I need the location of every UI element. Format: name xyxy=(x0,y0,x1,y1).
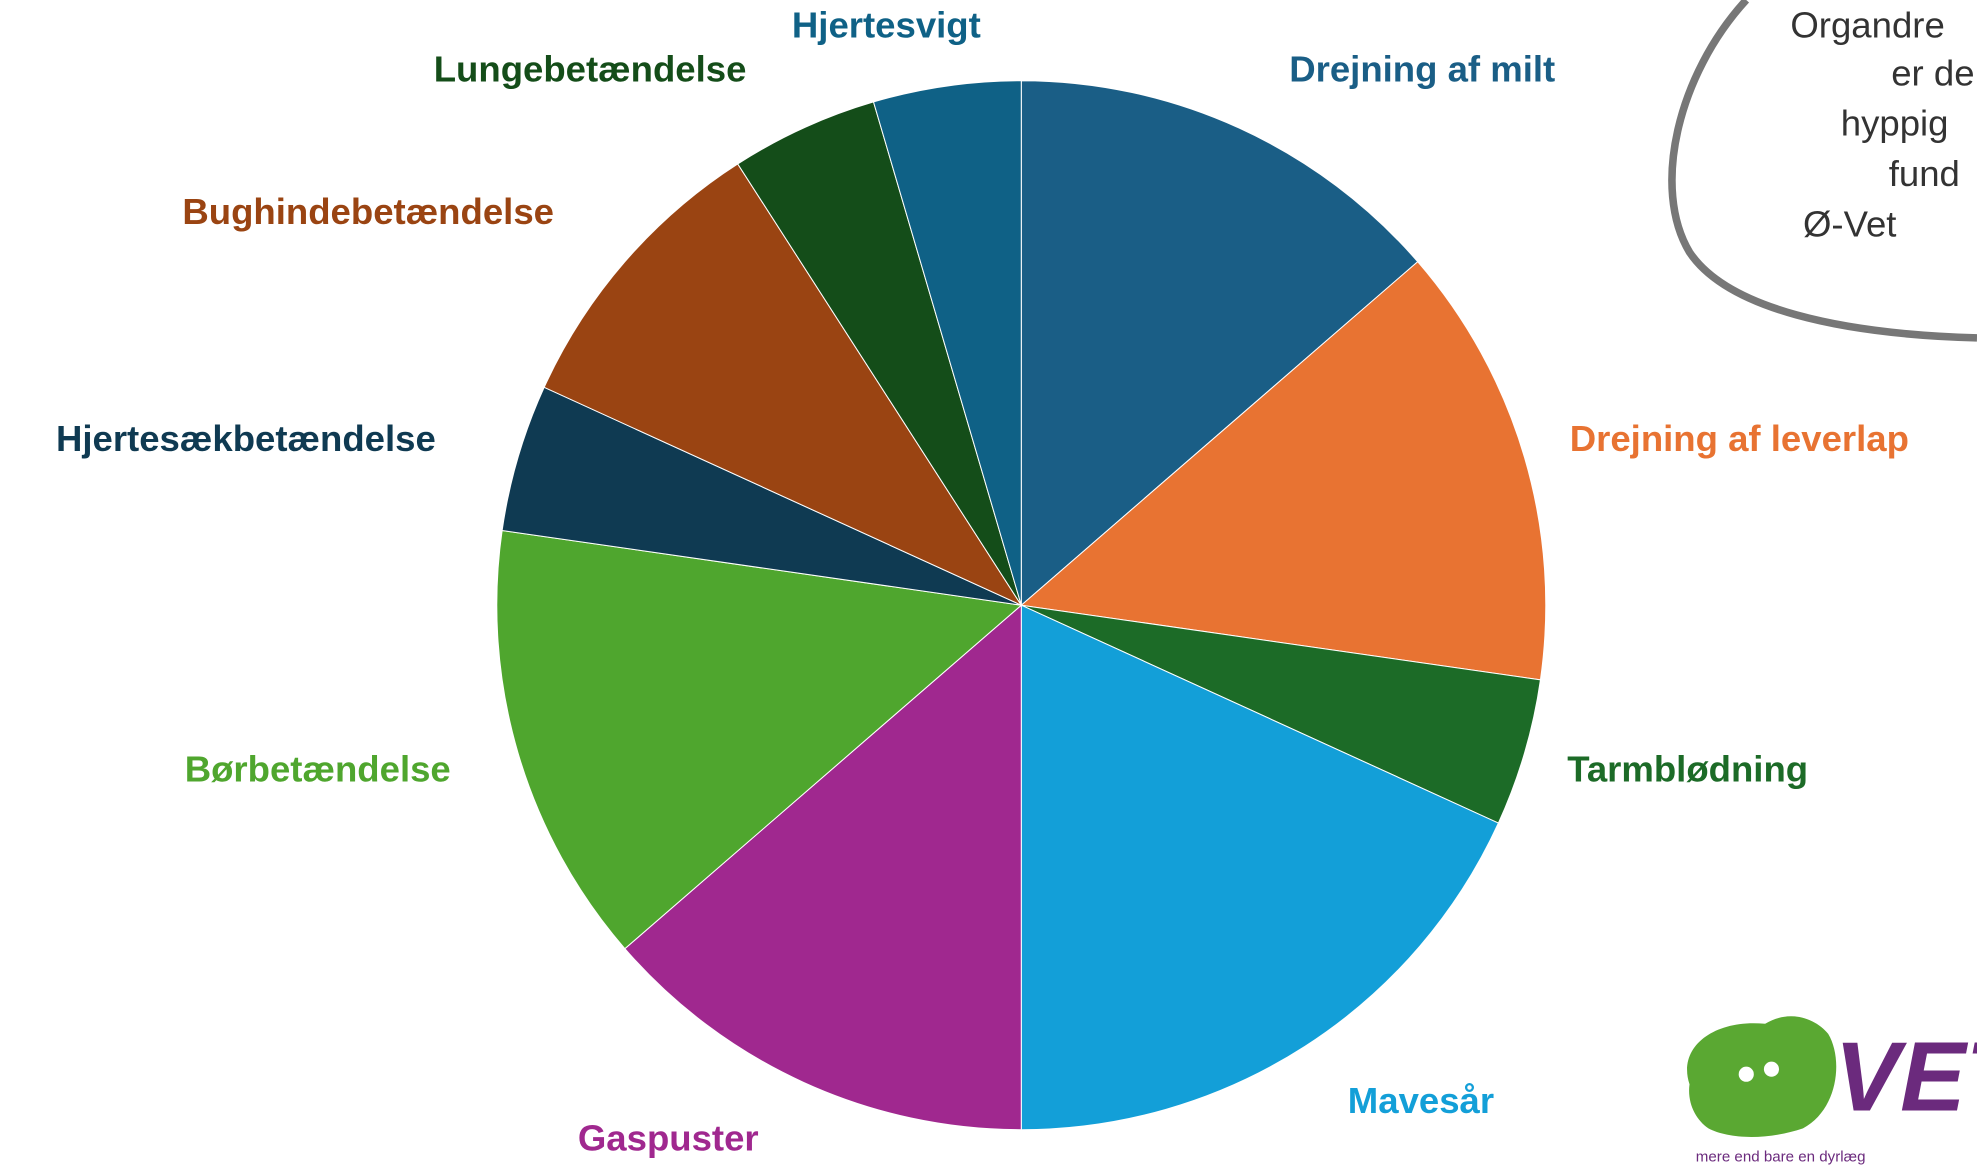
logo-text: VET xyxy=(1835,1021,1977,1131)
logo-shape xyxy=(1687,1016,1837,1137)
slice-label: Gaspuster xyxy=(578,1118,759,1159)
annotation-line: Ø-Vet xyxy=(1803,204,1896,245)
pie-slice xyxy=(1020,604,1500,1131)
pie-slice xyxy=(496,529,1023,950)
annotation-line: Organdre xyxy=(1790,4,1944,45)
slice-label: Mavesår xyxy=(1348,1080,1494,1121)
logo: VET mere end bare en dyrlæg xyxy=(1687,1016,1977,1165)
pie-slice xyxy=(624,604,1022,1131)
slice-label: Børbetændelse xyxy=(185,748,451,789)
logo-eye xyxy=(1738,1066,1754,1082)
pie-slice xyxy=(1020,261,1547,681)
slice-label: Lungebetændelse xyxy=(434,49,747,90)
slice-label: Drejning af milt xyxy=(1289,49,1555,90)
slice-label: Bughindebetændelse xyxy=(182,191,554,232)
annotation-line: er de xyxy=(1891,52,1974,93)
slice-label: Hjertesvigt xyxy=(792,4,981,45)
slice-label: Drejning af leverlap xyxy=(1570,418,1909,459)
logo-tagline: mere end bare en dyrlæg xyxy=(1696,1148,1866,1165)
logo-eye xyxy=(1763,1061,1780,1077)
slice-label: Tarmblødning xyxy=(1567,748,1808,789)
pie-slice xyxy=(872,80,1022,606)
slice-label: Hjertesækbetændelse xyxy=(56,418,436,459)
pie-slice xyxy=(543,163,1023,607)
pie-slice xyxy=(1020,80,1419,607)
annotation-line: fund xyxy=(1889,153,1960,194)
speech-bubble xyxy=(1668,0,1977,342)
annotation-line: hyppig xyxy=(1841,103,1949,144)
